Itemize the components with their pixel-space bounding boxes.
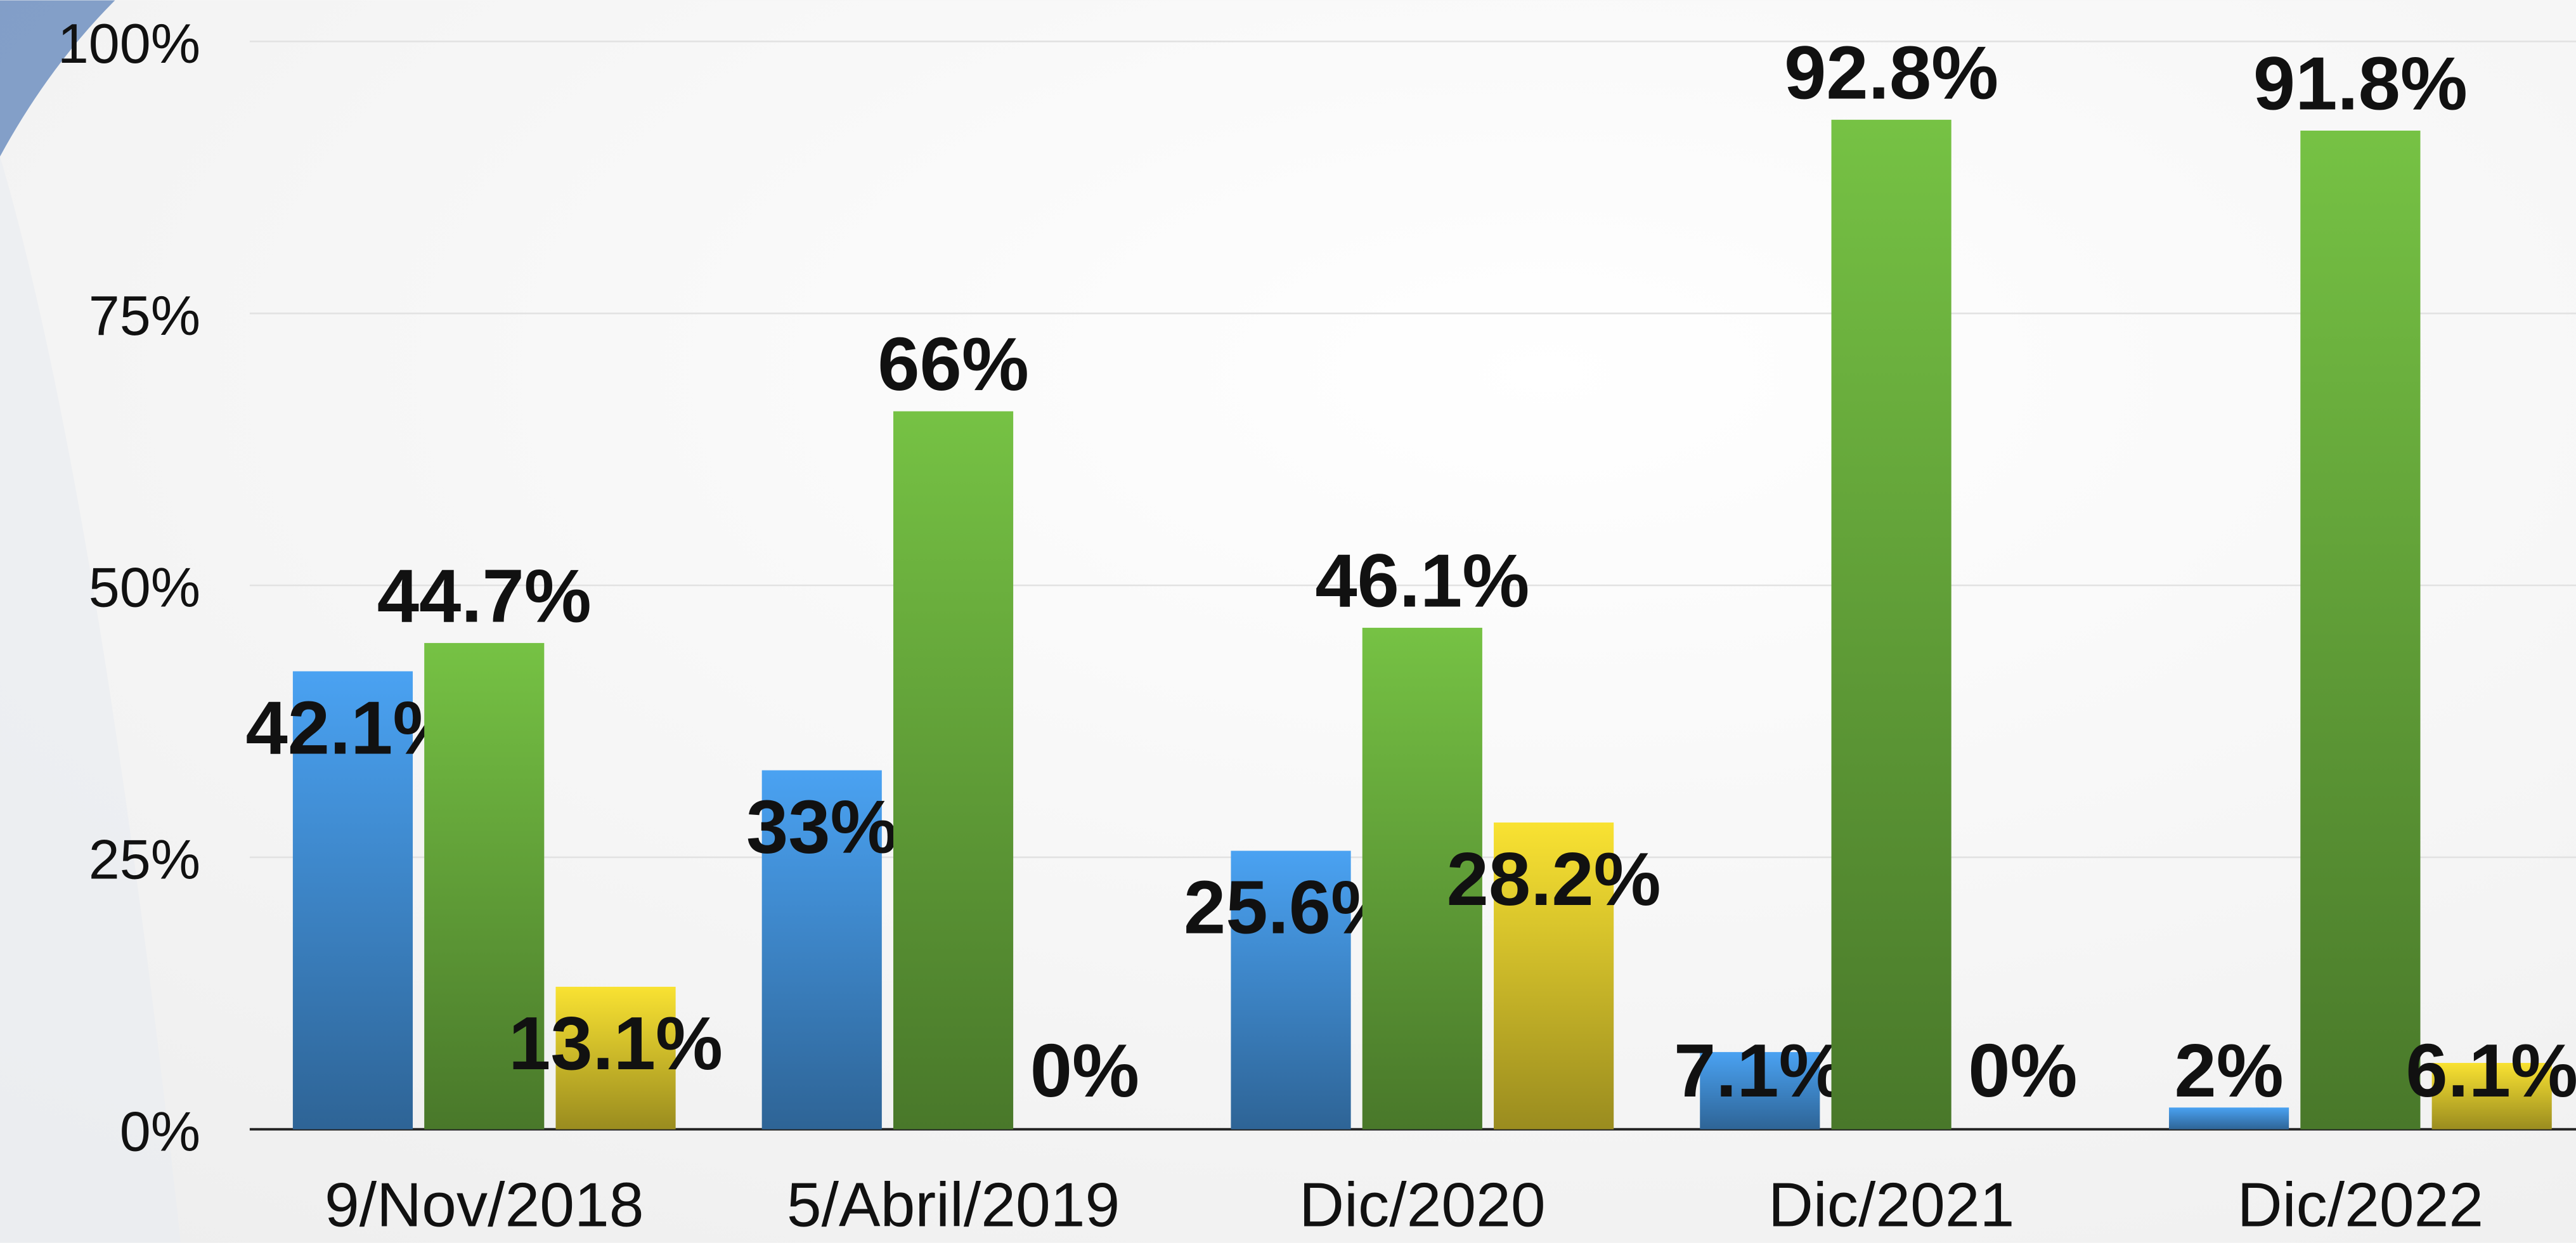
data-label: 46.1% (1315, 539, 1529, 623)
x-tick-label: Dic/2022 (2237, 1170, 2484, 1240)
bar (1831, 119, 1951, 1129)
data-label: 0% (1968, 1029, 2077, 1113)
corner-decoration (0, 0, 115, 157)
bar (424, 642, 545, 1129)
data-label: 7.1% (1674, 1029, 1846, 1113)
data-label: 92.8% (1784, 31, 1998, 115)
data-label: 13.1% (508, 1001, 723, 1086)
bar (893, 411, 1014, 1129)
y-tick-label: 50% (89, 556, 200, 619)
data-label: 66% (877, 322, 1029, 407)
bar (761, 770, 882, 1129)
x-tick-label: Dic/2020 (1299, 1170, 1546, 1240)
bar (1494, 822, 1614, 1129)
y-tick-label: 0% (120, 1100, 200, 1162)
bar (555, 986, 676, 1129)
x-tick-label: 5/Abril/2019 (787, 1170, 1120, 1240)
data-label: 25.6% (1184, 865, 1398, 949)
data-label: 91.8% (2253, 42, 2468, 126)
bar (1700, 1051, 1820, 1129)
data-label: 6.1% (2405, 1029, 2576, 1113)
data-label: 28.2% (1447, 837, 1661, 921)
data-label: 44.7% (377, 554, 592, 639)
x-tick-label: Dic/2021 (1768, 1170, 2015, 1240)
bar (2300, 130, 2421, 1129)
bar (1231, 850, 1351, 1129)
y-tick-label: 100% (58, 12, 200, 75)
data-label: 33% (746, 785, 898, 869)
y-tick-label: 25% (89, 828, 200, 890)
data-label: 42.1% (245, 686, 460, 770)
y-tick-label: 75% (89, 284, 200, 347)
bar (1362, 627, 1482, 1129)
data-label: 0% (1030, 1029, 1139, 1113)
bar (292, 671, 413, 1129)
bar (2431, 1063, 2552, 1129)
data-label: 2% (2174, 1029, 2283, 1113)
bar (2169, 1107, 2289, 1129)
background-shape (0, 156, 181, 1243)
x-tick-label: 9/Nov/2018 (325, 1170, 644, 1240)
